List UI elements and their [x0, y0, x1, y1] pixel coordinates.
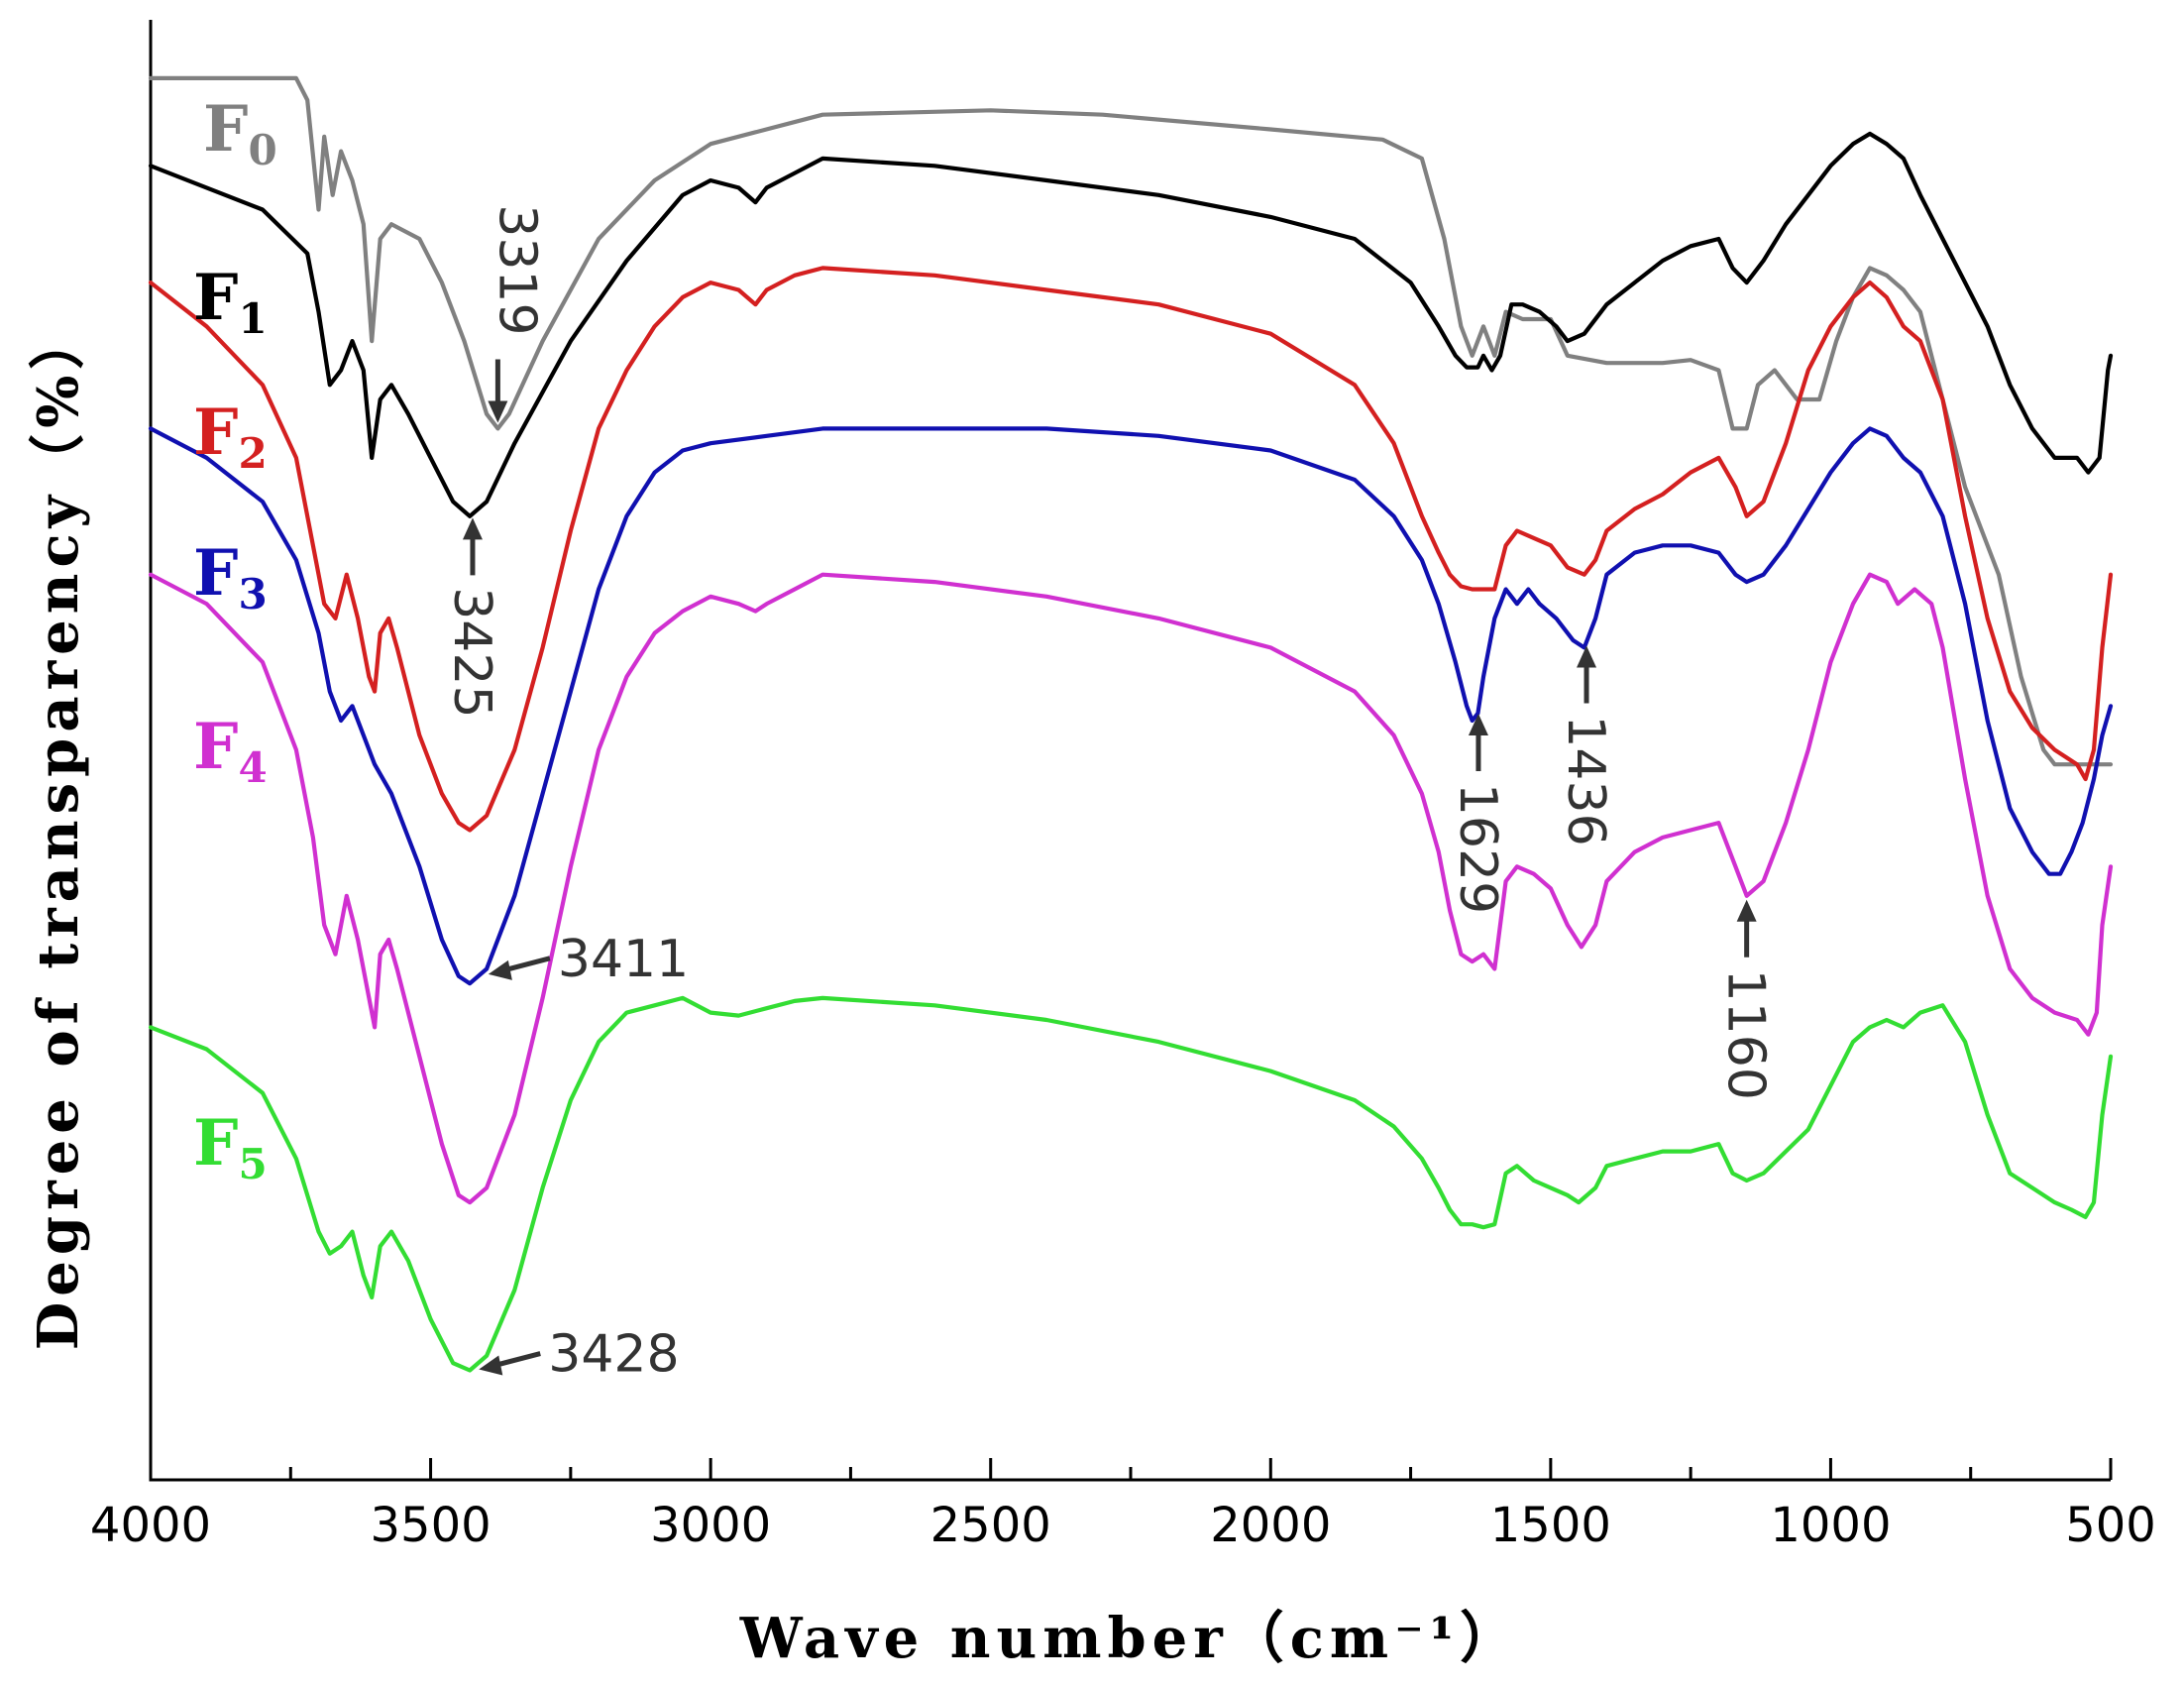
series-line-f0 [148, 75, 2114, 767]
peak-annotation-3411: 3411 [488, 930, 689, 989]
series-label-f4: F4 [193, 710, 268, 792]
x-tick-label: 2500 [930, 1498, 1051, 1553]
series-line-f2 [148, 266, 2114, 833]
annotation-label: 3428 [548, 1325, 679, 1385]
x-axis-title: Wave number（cm⁻¹） [739, 1606, 1521, 1671]
annotation-label: 3411 [558, 930, 689, 989]
x-tick-label: 3000 [650, 1498, 771, 1553]
axis-frame [149, 20, 2111, 1482]
annotation-arrowhead [1468, 713, 1488, 735]
series-line-f5 [148, 995, 2114, 1373]
peak-annotation-3425: 3425 [442, 517, 501, 719]
annotation-arrowhead [462, 517, 483, 540]
annotation-arrow [503, 956, 551, 973]
annotation-label: 1160 [1716, 969, 1776, 1100]
annotation-arrowhead [1577, 645, 1597, 668]
x-tick-label: 1500 [1490, 1498, 1611, 1553]
peak-annotation-3428: 3428 [479, 1325, 680, 1385]
annotation-arrowhead [488, 959, 512, 980]
annotation-arrowhead [488, 400, 508, 423]
annotation-label: 1436 [1556, 715, 1615, 845]
annotation-arrowhead [1736, 899, 1757, 922]
annotation-arrow [493, 1351, 541, 1368]
x-tick-label: 500 [2065, 1498, 2156, 1553]
annotation-arrowhead [479, 1355, 503, 1376]
x-tick-label: 1000 [1770, 1498, 1891, 1553]
peak-annotations: 3319 3425 3411 3428 1629 1436 1160 [442, 204, 1776, 1384]
series-label-f3: F3 [193, 536, 268, 619]
annotation-label: 3319 [487, 204, 546, 335]
series-label-f1: F1 [193, 261, 268, 343]
series-label-f5: F5 [193, 1106, 268, 1188]
x-tick-label: 2000 [1210, 1498, 1331, 1553]
series-line-f1 [148, 131, 2114, 518]
peak-annotation-1629: 1629 [1448, 713, 1507, 914]
axes: 4000 3500 3000 2500 2000 1500 1000 500 [90, 20, 2156, 1553]
series-label-f0: F0 [203, 92, 277, 174]
series-labels: F0 F1 F2 F3 F4 F5 [193, 92, 277, 1188]
y-axis-title: Degree of transparency（%） [26, 308, 91, 1351]
series-line-f4 [148, 572, 2114, 1205]
peak-annotation-1436: 1436 [1556, 645, 1615, 846]
series-label-f2: F2 [193, 395, 268, 478]
peak-annotation-3319: 3319 [487, 204, 546, 423]
peak-annotation-1160: 1160 [1716, 899, 1776, 1100]
x-tick-label: 3500 [370, 1498, 491, 1553]
series-layer [148, 75, 2114, 1373]
series-line-f3 [148, 426, 2114, 986]
annotation-label: 3425 [442, 587, 501, 718]
x-tick-label: 4000 [90, 1498, 211, 1553]
annotation-label: 1629 [1448, 783, 1507, 914]
